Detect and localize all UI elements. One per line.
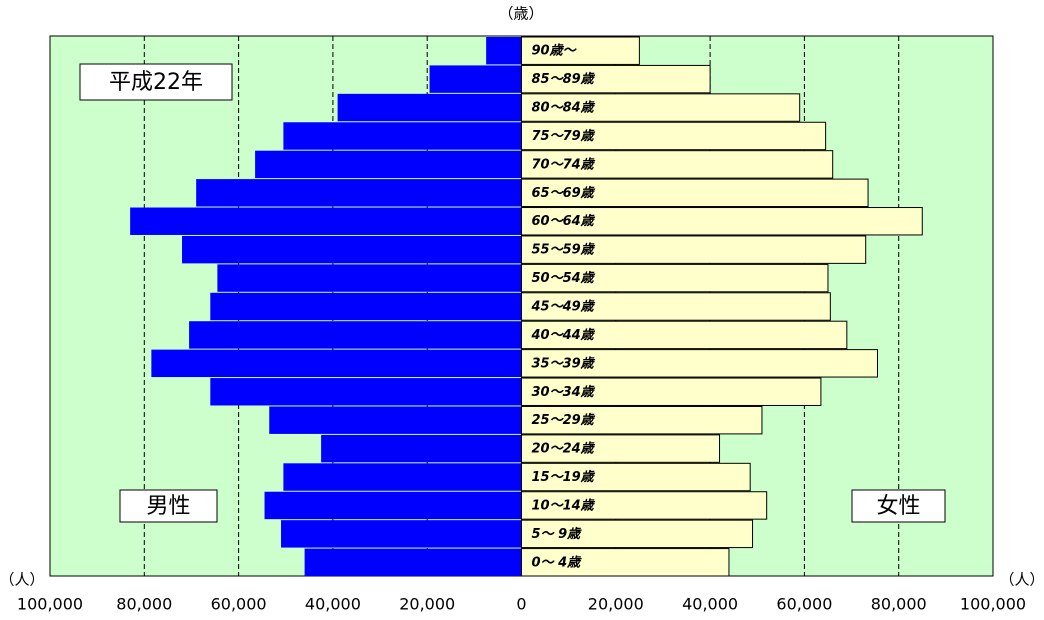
bar [521, 548, 730, 577]
bar [521, 36, 640, 65]
category-label: 75～79歳 [532, 128, 596, 144]
bar [429, 65, 522, 93]
chart-title: 平成22年 [109, 70, 203, 95]
category-label: 20～24歳 [532, 441, 596, 457]
category-label: 15～19歳 [532, 469, 596, 485]
category-label: 60～64歳 [532, 213, 596, 229]
bar [521, 64, 711, 94]
x-tick-label: 40,000 [682, 595, 738, 614]
bar [521, 491, 768, 520]
x-tick-label: 60,000 [776, 595, 832, 614]
legend-male-box [119, 489, 218, 523]
bar [269, 406, 522, 434]
bar [189, 321, 522, 349]
bar [151, 349, 522, 378]
bar [521, 349, 878, 378]
bar [217, 264, 522, 292]
category-label: 45～49歳 [531, 299, 596, 315]
bar [281, 520, 522, 548]
bar [321, 434, 522, 463]
bar [264, 491, 522, 520]
x-tick-label: 40,000 [305, 595, 361, 614]
bar [283, 463, 522, 491]
x-tick-label: 80,000 [871, 595, 927, 614]
category-label: 25～29歳 [532, 412, 596, 428]
category-label: 10～14歳 [532, 497, 596, 513]
bar [521, 292, 831, 321]
legend-female-box [851, 489, 946, 523]
bar [521, 462, 751, 492]
category-label: 80～84歳 [532, 100, 596, 116]
category-label: 70～74歳 [532, 156, 596, 172]
bar [283, 122, 522, 150]
bar [210, 292, 522, 321]
category-label: 0～ 4歳 [532, 554, 583, 570]
category-label: 30～34歳 [532, 384, 596, 400]
bar [196, 179, 522, 207]
bar [130, 207, 522, 235]
x-tick-label: 0 [516, 595, 526, 614]
category-label: 55～59歳 [532, 242, 596, 258]
x-tick-label: 60,000 [211, 595, 267, 614]
bar [521, 519, 754, 549]
bar [521, 405, 763, 435]
category-label: 50～54歳 [532, 270, 596, 286]
x-axis-unit-right: （人） [999, 571, 1044, 589]
bar [337, 93, 522, 122]
category-label: 90歳～ [532, 43, 578, 59]
x-tick-label: 20,000 [588, 595, 644, 614]
category-label: 85～89歳 [532, 71, 596, 87]
x-tick-label: 100,000 [960, 595, 1026, 614]
bar [486, 37, 522, 65]
y-axis-unit: （歳） [498, 5, 543, 23]
category-label: 65～69歳 [532, 185, 596, 201]
bar [210, 378, 522, 406]
category-label: 5～ 9歳 [532, 526, 583, 542]
x-tick-label: 100,000 [17, 595, 83, 614]
chart-title-box [79, 63, 233, 101]
legend-male: 男性 [146, 494, 190, 519]
bar [521, 263, 829, 293]
x-axis-unit-left: （人） [0, 571, 45, 589]
bar [521, 121, 827, 151]
legend-female: 女性 [876, 494, 920, 519]
bar [182, 235, 522, 264]
bar [521, 235, 867, 264]
x-tick-label: 80,000 [116, 595, 172, 614]
bar [521, 178, 869, 208]
bar [304, 548, 522, 576]
x-tick-label: 20,000 [399, 595, 455, 614]
bar [521, 434, 721, 463]
category-label: 35～39歳 [532, 355, 596, 371]
bar [255, 150, 522, 179]
category-label: 40～44歳 [531, 327, 596, 343]
